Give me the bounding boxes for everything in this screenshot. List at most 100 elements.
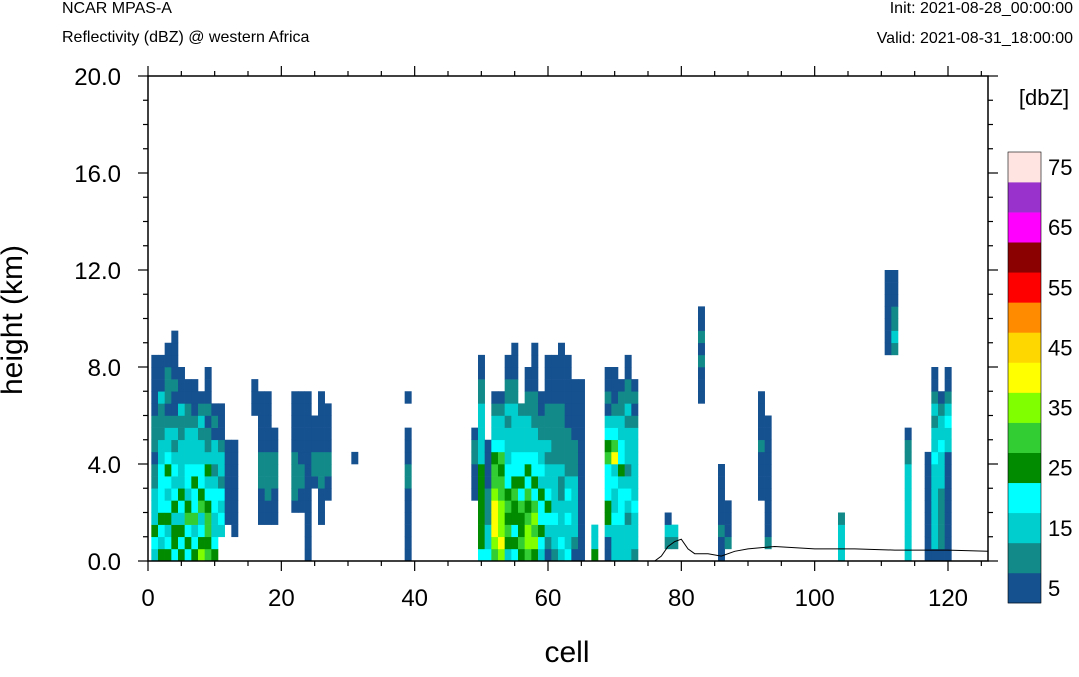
reflectivity-cell [924, 512, 932, 525]
reflectivity-cell [158, 391, 165, 404]
reflectivity-cell [311, 415, 319, 428]
reflectivity-cell [151, 403, 159, 416]
reflectivity-cell [618, 476, 625, 489]
reflectivity-cell [624, 476, 632, 489]
reflectivity-cell [151, 354, 159, 368]
reflectivity-cell [158, 379, 165, 392]
colorbar-tick-label: 75 [1048, 155, 1072, 180]
reflectivity-cell [938, 464, 945, 477]
reflectivity-cell [518, 427, 525, 441]
reflectivity-cell [884, 282, 892, 295]
reflectivity-cell [218, 427, 225, 441]
reflectivity-cell [151, 488, 159, 501]
reflectivity-cell [304, 451, 312, 465]
reflectivity-cell [491, 476, 499, 489]
reflectivity-cell [571, 512, 579, 525]
reflectivity-cell [171, 488, 179, 501]
reflectivity-cell [178, 524, 185, 538]
reflectivity-cell [884, 342, 892, 356]
reflectivity-cell [718, 488, 725, 501]
reflectivity-cell [604, 439, 612, 453]
reflectivity-cell [191, 476, 199, 489]
reflectivity-cell [618, 379, 625, 392]
reflectivity-cell [211, 451, 219, 465]
reflectivity-cell [604, 464, 612, 477]
reflectivity-cell [518, 524, 525, 538]
reflectivity-cell [611, 500, 619, 513]
colorbar-swatch [1008, 302, 1041, 333]
reflectivity-cell [558, 367, 565, 380]
reflectivity-cell [484, 464, 492, 477]
x-tick-label: 20 [268, 585, 295, 612]
reflectivity-cell [318, 500, 325, 513]
reflectivity-cell [171, 427, 179, 441]
reflectivity-cell [404, 500, 412, 513]
reflectivity-cell [611, 512, 619, 525]
reflectivity-cell [171, 379, 179, 392]
reflectivity-cell [484, 548, 492, 562]
reflectivity-cell [944, 391, 952, 404]
reflectivity-cell [764, 439, 772, 453]
reflectivity-cell [758, 415, 765, 428]
reflectivity-cell [631, 524, 639, 538]
reflectivity-cell [531, 500, 539, 513]
reflectivity-cell [298, 415, 305, 428]
reflectivity-cell [524, 464, 532, 477]
reflectivity-cell [524, 476, 532, 489]
reflectivity-cell [511, 524, 519, 538]
reflectivity-cell [944, 451, 952, 465]
reflectivity-cell [524, 379, 532, 392]
reflectivity-cell [564, 536, 572, 550]
reflectivity-cell [518, 403, 525, 416]
reflectivity-cell [511, 354, 519, 368]
reflectivity-cell [544, 354, 552, 368]
colorbar-swatch [1008, 482, 1041, 514]
reflectivity-cell [558, 500, 565, 513]
reflectivity-cell [478, 524, 485, 538]
reflectivity-cell [564, 512, 572, 525]
reflectivity-cell [218, 488, 225, 501]
reflectivity-cell [211, 427, 219, 441]
reflectivity-cell [538, 536, 545, 550]
reflectivity-cell [698, 318, 705, 331]
reflectivity-cell [938, 391, 945, 404]
reflectivity-cell [304, 464, 312, 477]
init-time: Init: 2021-08-28_00:00:00 [889, 0, 1073, 17]
reflectivity-cell [611, 476, 619, 489]
reflectivity-cell [604, 415, 612, 428]
reflectivity-cell [718, 476, 725, 489]
reflectivity-cell [484, 439, 492, 453]
reflectivity-cell [558, 342, 565, 356]
reflectivity-cell [178, 415, 185, 428]
reflectivity-cell [931, 451, 939, 465]
reflectivity-cell [184, 476, 192, 489]
x-tick-label: 40 [401, 585, 428, 612]
reflectivity-cell [611, 439, 619, 453]
reflectivity-cell [324, 451, 332, 465]
reflectivity-cell [511, 500, 519, 513]
reflectivity-cell [251, 379, 259, 392]
reflectivity-cell [631, 451, 639, 465]
reflectivity-cell [611, 548, 619, 562]
reflectivity-cell [604, 403, 612, 416]
reflectivity-cell [264, 439, 272, 453]
reflectivity-cell [511, 464, 519, 477]
reflectivity-cell [304, 548, 312, 562]
reflectivity-cell [498, 391, 505, 404]
reflectivity-cell [524, 536, 532, 550]
reflectivity-cell [631, 512, 639, 525]
reflectivity-cell [151, 524, 159, 538]
reflectivity-cell [478, 512, 485, 525]
reflectivity-cell [564, 379, 572, 392]
reflectivity-cell [611, 415, 619, 428]
colorbar-swatch [1008, 272, 1041, 303]
reflectivity-cell [158, 512, 165, 525]
reflectivity-cell [191, 379, 199, 392]
reflectivity-cell [404, 488, 412, 501]
reflectivity-cell [184, 427, 192, 441]
reflectivity-cell [764, 427, 772, 441]
reflectivity-cell [924, 488, 932, 501]
reflectivity-cell [298, 464, 305, 477]
reflectivity-cell [478, 427, 485, 441]
reflectivity-cell [184, 439, 192, 453]
